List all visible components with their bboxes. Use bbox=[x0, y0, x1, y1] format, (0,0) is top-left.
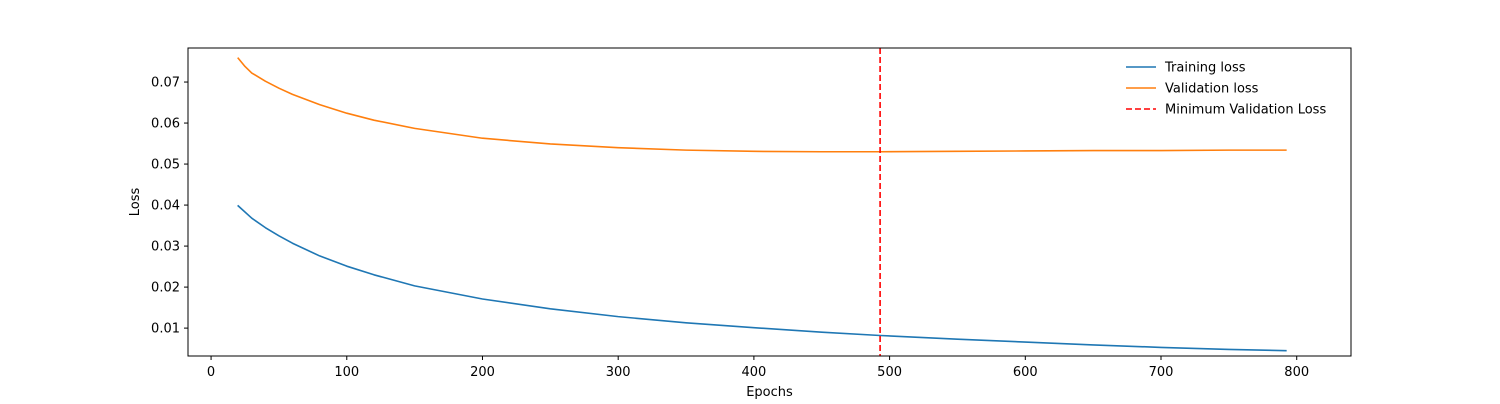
y-tick-label: 0.01 bbox=[151, 322, 180, 337]
x-tick-label: 500 bbox=[877, 365, 902, 380]
x-axis-label: Epochs bbox=[746, 385, 793, 400]
x-tick-label: 700 bbox=[1149, 365, 1174, 380]
y-tick-label: 0.07 bbox=[151, 76, 180, 91]
x-tick-label: 400 bbox=[741, 365, 766, 380]
y-tick-label: 0.06 bbox=[151, 117, 180, 132]
x-tick-label: 800 bbox=[1284, 365, 1309, 380]
legend-label-training-loss: Training loss bbox=[1164, 61, 1246, 76]
x-tick-label: 600 bbox=[1013, 365, 1038, 380]
y-tick-label: 0.03 bbox=[151, 240, 180, 255]
x-tick-label: 100 bbox=[334, 365, 359, 380]
y-axis: 0.01 0.02 0.03 0.04 0.05 0.06 0.07 bbox=[151, 76, 188, 337]
plot-frame bbox=[187, 47, 1352, 357]
legend: Training loss Validation loss Minimum Vali… bbox=[1126, 61, 1326, 118]
x-axis: 0 100 200 300 400 500 600 700 800 bbox=[207, 356, 1309, 380]
x-tick-label: 300 bbox=[606, 365, 631, 380]
y-axis-label: Loss bbox=[128, 188, 143, 217]
plot-lines bbox=[237, 48, 1287, 356]
x-tick-label: 200 bbox=[470, 365, 495, 380]
legend-label-minimum-validation-loss: Minimum Validation Loss bbox=[1165, 103, 1326, 118]
x-tick-label: 0 bbox=[207, 365, 215, 380]
y-tick-label: 0.05 bbox=[151, 158, 180, 173]
series-line-training-loss bbox=[237, 204, 1287, 352]
legend-label-validation-loss: Validation loss bbox=[1165, 82, 1259, 97]
y-tick-label: 0.04 bbox=[151, 199, 180, 214]
y-tick-label: 0.02 bbox=[151, 281, 180, 296]
series-line-validation-loss bbox=[237, 57, 1287, 153]
